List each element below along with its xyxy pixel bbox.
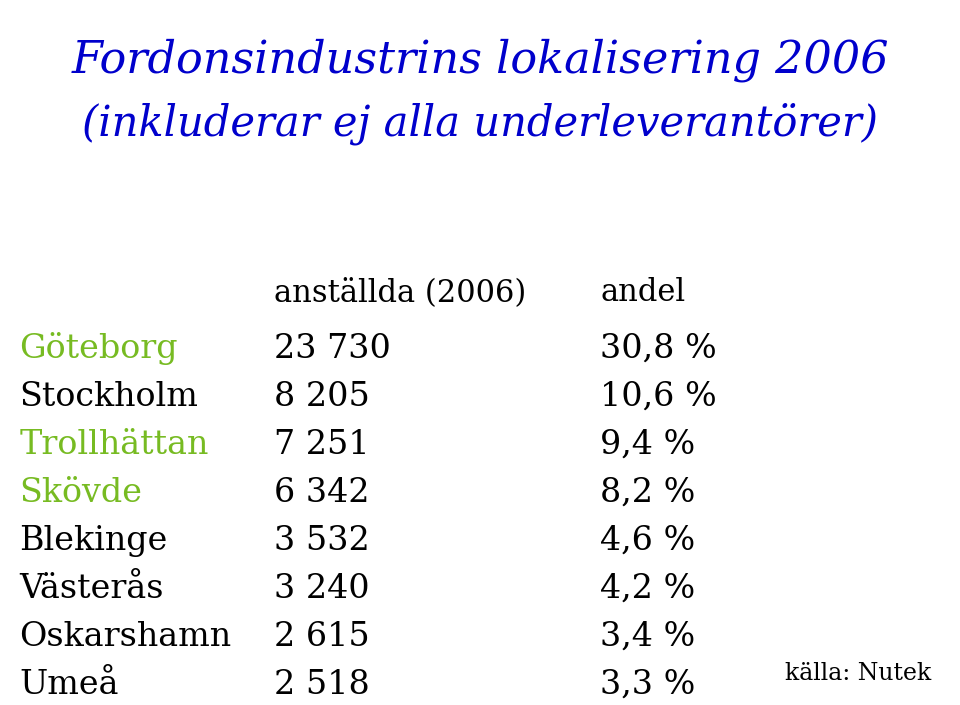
Text: Oskarshamn: Oskarshamn xyxy=(19,620,231,653)
Text: 2 615: 2 615 xyxy=(274,620,370,653)
Text: 3,4 %: 3,4 % xyxy=(600,620,695,653)
Text: Blekinge: Blekinge xyxy=(19,525,168,557)
Text: 30,8 %: 30,8 % xyxy=(600,333,717,365)
Text: 4,2 %: 4,2 % xyxy=(600,572,695,605)
Text: 6 342: 6 342 xyxy=(274,477,369,509)
Text: Västerås: Västerås xyxy=(19,572,164,605)
Text: 4,6 %: 4,6 % xyxy=(600,525,695,557)
Text: 10,6 %: 10,6 % xyxy=(600,381,717,413)
Text: Skövde: Skövde xyxy=(19,477,142,509)
Text: 8,2 %: 8,2 % xyxy=(600,477,695,509)
Text: Trollhättan: Trollhättan xyxy=(19,429,208,461)
Text: (inkluderar ej alla underleverantörer): (inkluderar ej alla underleverantörer) xyxy=(82,102,878,145)
Text: Fordonsindustrins lokalisering 2006: Fordonsindustrins lokalisering 2006 xyxy=(71,38,889,82)
Text: Göteborg: Göteborg xyxy=(19,333,178,365)
Text: 9,4 %: 9,4 % xyxy=(600,429,695,461)
Text: 2 518: 2 518 xyxy=(274,668,370,701)
Text: anställda (2006): anställda (2006) xyxy=(274,277,526,308)
Text: 7 251: 7 251 xyxy=(274,429,370,461)
Text: källa: Nutek: källa: Nutek xyxy=(785,662,931,685)
Text: 8 205: 8 205 xyxy=(274,381,370,413)
Text: andel: andel xyxy=(600,277,685,308)
Text: 3 532: 3 532 xyxy=(274,525,370,557)
Text: 3 240: 3 240 xyxy=(274,572,370,605)
Text: 3,3 %: 3,3 % xyxy=(600,668,695,701)
Text: 23 730: 23 730 xyxy=(274,333,391,365)
Text: Stockholm: Stockholm xyxy=(19,381,198,413)
Text: Umeå: Umeå xyxy=(19,668,119,701)
